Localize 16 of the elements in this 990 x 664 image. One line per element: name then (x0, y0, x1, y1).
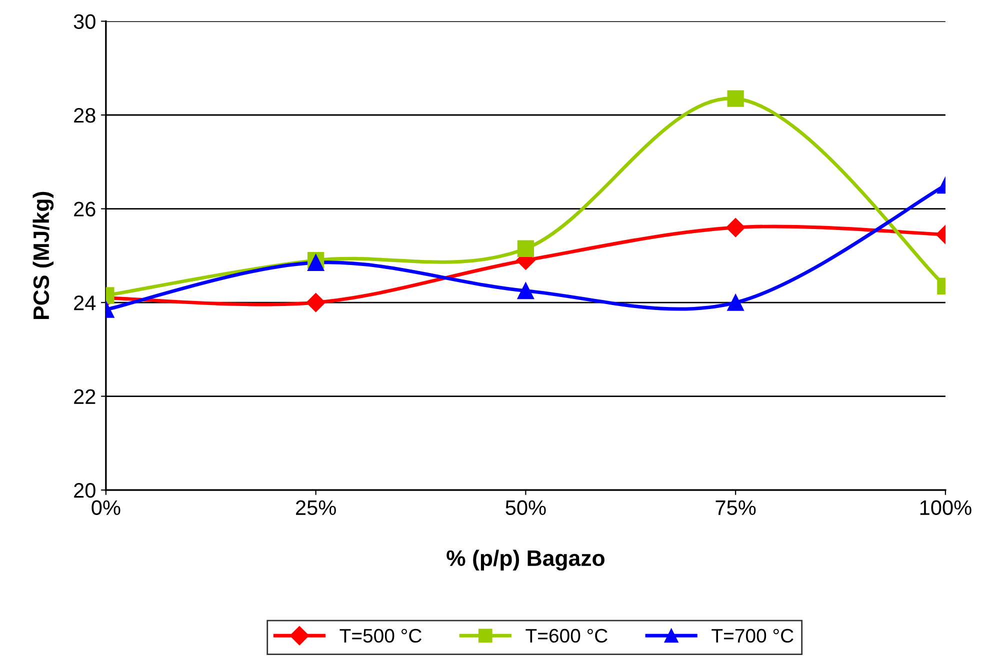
y-tick-label: 22 (74, 389, 96, 404)
y-tick-label: 26 (74, 202, 96, 217)
legend-label: T=500 °C (340, 628, 422, 643)
legend-label: T=700 °C (712, 628, 794, 643)
x-tick-label: 0% (92, 500, 120, 516)
x-tick-label: 75% (716, 500, 756, 516)
y-tick-label: 24 (74, 296, 96, 310)
y-axis-title: PCS (MJ/kg) (32, 192, 54, 319)
legend-label: T=600 °C (526, 628, 608, 643)
x-tick-label: 25% (296, 500, 336, 516)
y-tick-label: 28 (74, 108, 96, 123)
x-axis-title: % (p/p) Bagazo (446, 550, 604, 571)
x-tick-label: 100% (920, 500, 972, 516)
x-tick-label: 50% (506, 500, 546, 516)
y-tick-label: 30 (74, 14, 96, 29)
y-tick-label: 20 (74, 483, 96, 498)
